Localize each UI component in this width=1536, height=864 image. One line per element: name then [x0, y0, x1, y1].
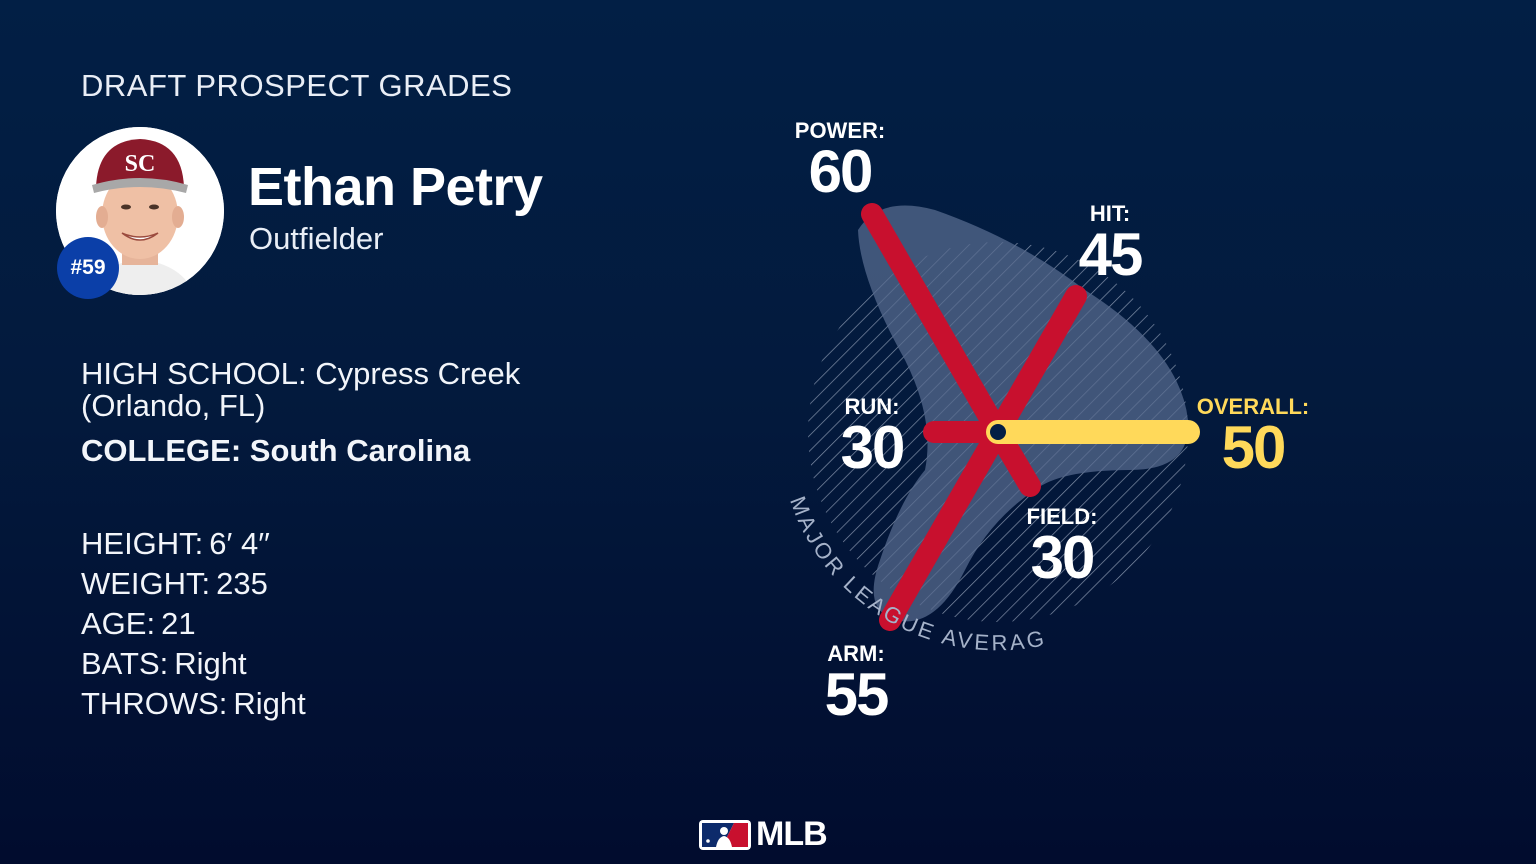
- bio-value: 235: [216, 566, 268, 601]
- eyebrow-title: DRAFT PROSPECT GRADES: [81, 68, 513, 103]
- bio-label: WEIGHT:: [81, 566, 211, 601]
- player-name: Ethan Petry: [248, 157, 543, 217]
- hit-label: HIT: 45: [1078, 201, 1144, 288]
- overall-label: OVERALL: 50: [1196, 394, 1310, 481]
- bio-label: THROWS:: [81, 686, 228, 721]
- high-school-location: (Orlando, FL): [81, 388, 266, 423]
- college-value: South Carolina: [249, 433, 471, 468]
- high-school-info: HIGH SCHOOL: Cypress Creek (Orlando, FL): [81, 358, 520, 422]
- bio-list: HEIGHT: 6′ 4′′ WEIGHT: 235 AGE: 21 BATS: Rig…: [81, 524, 306, 724]
- field-label: FIELD: 30: [1026, 504, 1098, 591]
- tool-spokes: [861, 203, 1087, 631]
- center-dot: [990, 424, 1006, 440]
- mlb-logo: MLB: [698, 815, 828, 854]
- bio-value: Right: [233, 686, 306, 721]
- arm-spoke: [879, 421, 1009, 631]
- bio-throws: THROWS: Right: [81, 684, 306, 724]
- mlb-silhouette-icon: [699, 819, 751, 850]
- mlb-wordmark: MLB: [756, 815, 828, 853]
- player-position: Outfielder: [249, 221, 384, 256]
- high-school-label: HIGH SCHOOL:: [81, 356, 307, 391]
- bio-label: BATS:: [81, 646, 169, 681]
- bio-label: AGE:: [81, 606, 156, 641]
- college-info: COLLEGE: South Carolina: [81, 433, 470, 469]
- jersey-number-badge: #59: [57, 237, 119, 299]
- bio-age: AGE: 21: [81, 604, 306, 644]
- college-label: COLLEGE:: [81, 433, 242, 468]
- hit-spoke: [987, 285, 1087, 443]
- bio-value: 6′ 4′′: [209, 526, 270, 561]
- bio-value: Right: [174, 646, 247, 681]
- bio-weight: WEIGHT: 235: [81, 564, 306, 604]
- bio-label: HEIGHT:: [81, 526, 204, 561]
- power-label: POWER: 60: [794, 118, 886, 205]
- svg-text:SC: SC: [125, 151, 156, 177]
- bio-height: HEIGHT: 6′ 4′′: [81, 524, 306, 564]
- run-label: RUN: 30: [840, 394, 906, 481]
- high-school-value: Cypress Creek: [315, 356, 521, 391]
- power-spoke: [861, 203, 1009, 443]
- arm-label: ARM: 55: [824, 641, 890, 728]
- bio-value: 21: [161, 606, 196, 641]
- bio-bats: BATS: Right: [81, 644, 306, 684]
